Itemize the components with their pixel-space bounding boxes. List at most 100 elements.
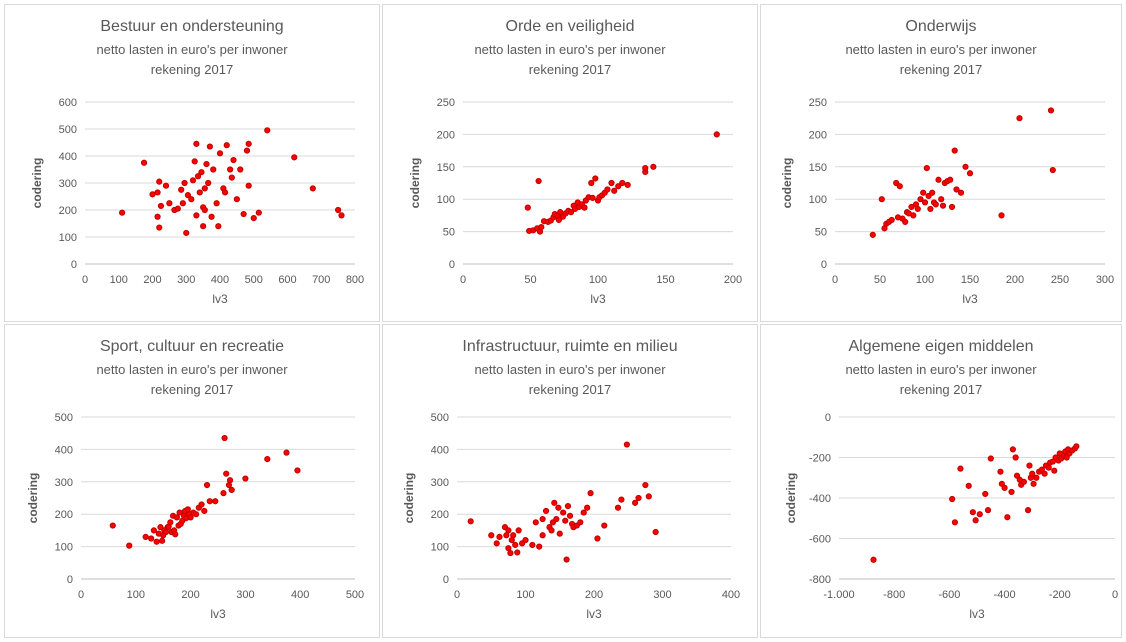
- data-point: [191, 158, 198, 165]
- data-point: [510, 532, 517, 539]
- data-point: [976, 511, 983, 518]
- data-point: [255, 209, 262, 216]
- chart-subtitle-year: rekening 2017: [528, 62, 612, 77]
- x-tick-label: -400: [994, 589, 1016, 601]
- data-point: [998, 480, 1005, 487]
- y-tick-label: -800: [809, 574, 831, 586]
- x-tick-label: 150: [961, 274, 979, 286]
- data-point: [1008, 488, 1015, 496]
- x-tick-label: 0: [832, 274, 838, 286]
- data-point: [948, 203, 956, 211]
- data-point: [923, 164, 930, 172]
- y-tick-label: -400: [809, 493, 831, 505]
- data-point: [140, 159, 148, 166]
- y-tick-label: 100: [55, 542, 73, 554]
- y-tick-label: 200: [431, 509, 449, 521]
- chart-subtitle-year: rekening 2017: [150, 62, 234, 77]
- data-point: [538, 223, 545, 231]
- x-tick-label: 300: [177, 274, 195, 286]
- data-point: [1047, 107, 1055, 114]
- data-point: [997, 468, 1004, 475]
- data-point: [910, 212, 917, 219]
- y-tick-label: 300: [59, 178, 77, 190]
- data-point: [220, 490, 227, 497]
- chart-subtitle: netto lasten in euro's per inwoner: [96, 42, 288, 57]
- x-tick-label: 500: [346, 589, 364, 601]
- y-axis-label: codering: [30, 158, 44, 209]
- x-tick-label: 0: [1112, 589, 1118, 601]
- chart-panel: Sport, cultuur en recreatie netto lasten …: [4, 324, 380, 638]
- data-point: [198, 169, 205, 176]
- data-point: [953, 186, 960, 193]
- y-tick-label: 200: [55, 509, 73, 521]
- data-point: [957, 465, 964, 472]
- data-point: [548, 527, 555, 534]
- data-point: [488, 532, 495, 539]
- data-point: [581, 204, 588, 211]
- data-point: [555, 504, 562, 511]
- data-point: [283, 449, 290, 456]
- data-point: [206, 143, 213, 150]
- data-point: [615, 183, 622, 190]
- data-point: [580, 509, 587, 516]
- data-point: [223, 470, 230, 477]
- data-point: [203, 481, 211, 489]
- x-tick-label: 300: [236, 589, 254, 601]
- data-point: [156, 224, 163, 231]
- data-point: [505, 527, 512, 534]
- data-point: [1049, 166, 1056, 174]
- y-tick-label: -200: [809, 453, 831, 465]
- data-point: [233, 196, 240, 203]
- data-point: [562, 517, 569, 524]
- chart-subtitle-year: rekening 2017: [150, 382, 234, 397]
- data-point: [589, 194, 596, 202]
- data-point: [539, 532, 546, 539]
- data-point: [896, 183, 903, 190]
- y-tick-label: 200: [437, 129, 455, 141]
- y-tick-label: 50: [815, 227, 827, 239]
- x-axis-label: lv3: [962, 292, 978, 306]
- data-point: [920, 189, 927, 196]
- data-point: [556, 530, 563, 537]
- data-point: [869, 231, 876, 238]
- chart-panel: Algemene eigen middelen netto lasten in e…: [760, 324, 1122, 638]
- x-tick-label: 0: [82, 274, 88, 286]
- data-point: [159, 537, 166, 544]
- data-point: [126, 542, 133, 549]
- data-point: [291, 154, 298, 161]
- scatter-plot: 0 100 200 300 400 500 0 100 200 300 400 500 lv3 coder…: [26, 412, 364, 621]
- data-point: [929, 189, 936, 196]
- x-tick-label: 700: [312, 274, 330, 286]
- data-point: [1030, 480, 1037, 487]
- data-point: [601, 522, 608, 529]
- data-point: [1024, 507, 1032, 514]
- y-axis-label: codering: [780, 158, 794, 209]
- x-tick-label: 0: [460, 274, 466, 286]
- data-point: [878, 196, 885, 203]
- data-point: [604, 186, 611, 193]
- data-point: [119, 209, 126, 216]
- data-point: [551, 499, 558, 506]
- data-point: [221, 189, 229, 196]
- data-point: [587, 490, 594, 497]
- data-point: [560, 509, 567, 516]
- data-point: [529, 541, 536, 549]
- y-tick-label: 150: [437, 162, 455, 174]
- data-point: [226, 477, 234, 484]
- data-point: [524, 204, 531, 211]
- data-point: [178, 186, 185, 193]
- data-point: [539, 515, 546, 523]
- data-point: [965, 482, 972, 489]
- data-point: [966, 170, 974, 177]
- data-point: [1001, 484, 1008, 491]
- chart-title: Sport, cultuur en recreatie: [99, 338, 285, 355]
- data-point: [542, 507, 550, 515]
- data-point: [650, 163, 657, 170]
- data-point: [635, 494, 642, 502]
- data-point: [188, 196, 195, 203]
- data-point: [309, 185, 316, 192]
- data-point: [162, 182, 170, 189]
- data-point: [109, 522, 116, 529]
- data-point: [221, 434, 228, 442]
- x-tick-label: -1.000: [823, 589, 854, 601]
